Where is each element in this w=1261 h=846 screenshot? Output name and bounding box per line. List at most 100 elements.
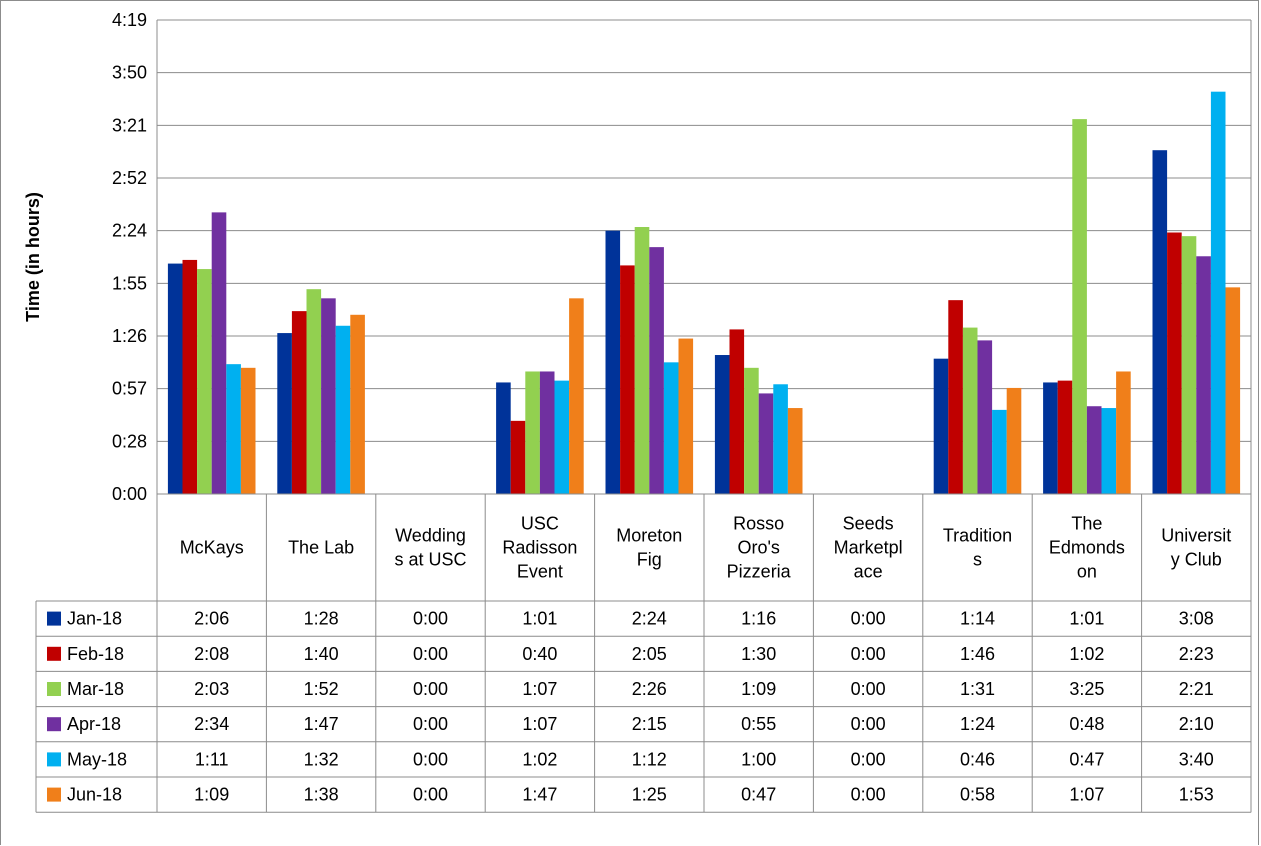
bar-jan-18-1 (167, 263, 183, 494)
table-cell: 2:06 (194, 609, 229, 629)
bar-may-18-2 (335, 325, 351, 494)
table-cell: 0:00 (851, 644, 886, 664)
legend-key-apr-18 (47, 717, 61, 732)
bar-mar-18-5 (634, 227, 650, 494)
table-cell: 1:09 (194, 785, 229, 805)
table-cell: 0:00 (413, 749, 448, 769)
category-label: Tradition s (943, 526, 1012, 570)
table-cell: 3:08 (1179, 609, 1214, 629)
table-cell: 0:47 (1069, 749, 1104, 769)
legend-key-may-18 (47, 752, 61, 767)
bar-jan-18-5 (605, 230, 621, 494)
bar-jun-18-4 (569, 298, 584, 494)
table-cell: 0:00 (851, 679, 886, 699)
table-cell: 1:40 (304, 644, 339, 664)
table-cell: 1:11 (195, 749, 229, 769)
legend-key-mar-18 (47, 682, 61, 696)
y-tick-label: 2:52 (112, 168, 147, 188)
table-cell: 1:07 (522, 714, 557, 734)
bar-may-18-8 (992, 409, 1007, 494)
bar-jun-18-10 (1225, 287, 1241, 494)
bar-jan-18-6 (714, 355, 730, 494)
table-cell: 2:24 (632, 609, 667, 629)
table-cell: 0:00 (413, 785, 448, 805)
bar-jun-18-8 (1006, 387, 1022, 494)
legend-key-jun-18 (47, 787, 61, 802)
table-cell: 1:16 (741, 609, 776, 629)
bar-jun-18-5 (678, 338, 694, 494)
bar-jun-18-1 (240, 367, 256, 494)
table-cell: 1:01 (522, 609, 557, 629)
category-label: The Lab (288, 538, 354, 558)
table-cell: 0:00 (851, 609, 886, 629)
bar-feb-18-8 (948, 300, 963, 494)
legend-key-jan-18 (47, 611, 61, 626)
table-cell: 1:31 (960, 679, 995, 699)
series-label-may-18: May-18 (67, 749, 127, 769)
bar-may-18-4 (554, 380, 570, 494)
table-cell: 0:00 (851, 785, 886, 805)
series-label-feb-18: Feb-18 (67, 644, 124, 664)
y-tick-label: 3:50 (112, 63, 147, 83)
bar-jan-18-10 (1152, 150, 1168, 494)
table-cell: 2:03 (194, 679, 229, 699)
category-label: Moreton Fig (616, 526, 682, 570)
bar-feb-18-4 (510, 420, 526, 494)
category-label: Seeds Marketpl ace (834, 514, 903, 582)
table-cell: 0:47 (741, 785, 776, 805)
table-cell: 0:58 (960, 785, 995, 805)
bar-feb-18-1 (182, 259, 198, 494)
category-label: McKays (180, 538, 244, 558)
table-cell: 1:07 (1069, 785, 1104, 805)
bar-mar-18-9 (1072, 119, 1087, 495)
bar-jan-18-4 (496, 382, 511, 494)
table-cell: 1:09 (741, 679, 776, 699)
bar-apr-18-10 (1196, 256, 1211, 494)
bar-feb-18-9 (1057, 380, 1073, 494)
series-label-jan-18: Jan-18 (67, 609, 122, 629)
category-label: Universit y Club (1161, 526, 1231, 570)
table-cell: 0:40 (522, 644, 557, 664)
bar-mar-18-4 (525, 371, 540, 494)
y-tick-label: 3:21 (112, 115, 147, 135)
table-cell: 1:01 (1069, 609, 1104, 629)
table-cell: 1:53 (1179, 785, 1214, 805)
table-cell: 0:00 (851, 749, 886, 769)
category-label: Rosso Oro's Pizzeria (727, 514, 792, 582)
table-cell: 2:08 (194, 644, 229, 664)
table-cell: 1:02 (522, 749, 557, 769)
bar-may-18-6 (773, 384, 788, 494)
bar-feb-18-2 (291, 311, 307, 494)
y-tick-label: 2:24 (112, 221, 147, 241)
table-cell: 2:21 (1179, 679, 1214, 699)
bar-may-18-5 (663, 362, 679, 494)
bar-apr-18-5 (649, 247, 664, 494)
bar-jun-18-6 (787, 408, 803, 494)
table-cell: 1:28 (304, 609, 339, 629)
table-cell: 0:55 (741, 714, 776, 734)
bar-may-18-1 (226, 364, 241, 494)
bar-apr-18-2 (321, 298, 336, 494)
table-cell: 0:00 (413, 609, 448, 629)
table-cell: 1:02 (1069, 644, 1104, 664)
table-cell: 2:05 (632, 644, 667, 664)
bar-jan-18-9 (1043, 382, 1058, 494)
table-cell: 1:47 (522, 785, 557, 805)
bar-jun-18-9 (1116, 371, 1131, 494)
table-cell: 0:00 (851, 714, 886, 734)
table-cell: 0:00 (413, 714, 448, 734)
bar-jan-18-8 (933, 358, 949, 494)
table-cell: 1:25 (632, 785, 667, 805)
bar-may-18-10 (1210, 91, 1226, 495)
bar-mar-18-8 (962, 327, 978, 494)
bar-apr-18-4 (539, 371, 555, 494)
table-cell: 0:00 (413, 679, 448, 699)
table-cell: 2:26 (632, 679, 667, 699)
bar-jun-18-2 (350, 314, 365, 494)
category-label: The Edmonds on (1049, 514, 1125, 582)
legend-key-feb-18 (47, 646, 61, 661)
y-tick-label: 0:28 (112, 431, 147, 451)
table-cell: 2:23 (1179, 644, 1214, 664)
